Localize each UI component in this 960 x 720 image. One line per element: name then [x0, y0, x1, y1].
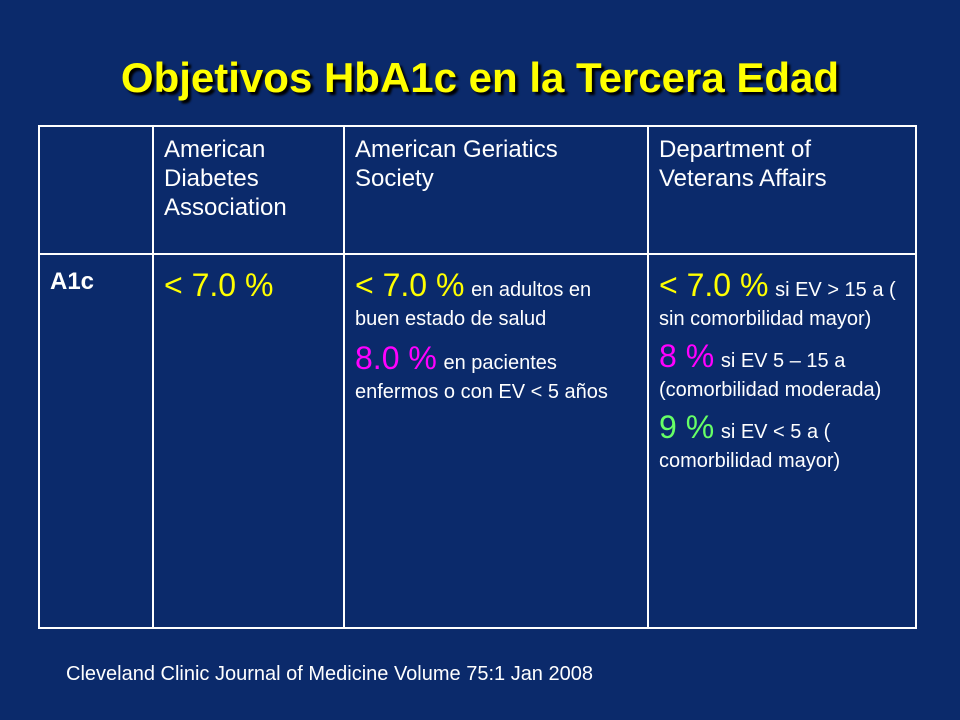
header-ags: American Geriatics Society — [343, 125, 649, 255]
va-value-3: 9 % — [659, 409, 715, 445]
ags-value-1: < 7.0 % — [355, 267, 465, 303]
ags-value-2: 8.0 % — [355, 340, 437, 376]
cell-va: < 7.0 % si EV > 15 a ( sin comorbilidad … — [647, 253, 917, 629]
citation: Cleveland Clinic Journal of Medicine Vol… — [66, 663, 593, 685]
header-va: Department of Veterans Affairs — [647, 125, 917, 255]
slide-title: Objetivos HbA1c en la Tercera Edad — [120, 54, 840, 101]
cell-ada: < 7.0 % — [152, 253, 345, 629]
va-value-1: < 7.0 % — [659, 267, 769, 303]
ags-entry-1: < 7.0 % en adultos en buen estado de sal… — [355, 267, 637, 332]
row-label-a1c: A1c — [38, 253, 154, 629]
cell-ags: < 7.0 % en adultos en buen estado de sal… — [343, 253, 649, 629]
va-value-2: 8 % — [659, 338, 715, 374]
header-ada: American Diabetes Association — [152, 125, 345, 255]
table-header-row: American Diabetes Association American G… — [38, 125, 917, 255]
header-empty-cell — [38, 125, 154, 255]
table-row-a1c: A1c < 7.0 % < 7.0 % en adultos en buen e… — [38, 253, 917, 629]
ags-entry-2: 8.0 % en pacientes enfermos o con EV < 5… — [355, 340, 637, 405]
ags-note-1: en adultos en buen estado de salud — [355, 279, 592, 330]
va-note-2: si EV 5 – 15 a (comorbilidad moderada) — [659, 350, 882, 401]
va-entry-3: 9 % si EV < 5 a ( comorbilidad mayor) — [659, 409, 905, 474]
hba1c-goals-table: American Diabetes Association American G… — [38, 125, 917, 629]
ags-note-2: en pacientes enfermos o con EV < 5 años — [355, 352, 608, 403]
va-entry-1: < 7.0 % si EV > 15 a ( sin comorbilidad … — [659, 267, 905, 332]
va-entry-2: 8 % si EV 5 – 15 a (comorbilidad moderad… — [659, 338, 905, 403]
va-note-3: si EV < 5 a ( comorbilidad mayor) — [659, 421, 841, 472]
va-note-1: si EV > 15 a ( sin comorbilidad mayor) — [659, 279, 896, 330]
ada-value: < 7.0 % — [164, 267, 274, 303]
